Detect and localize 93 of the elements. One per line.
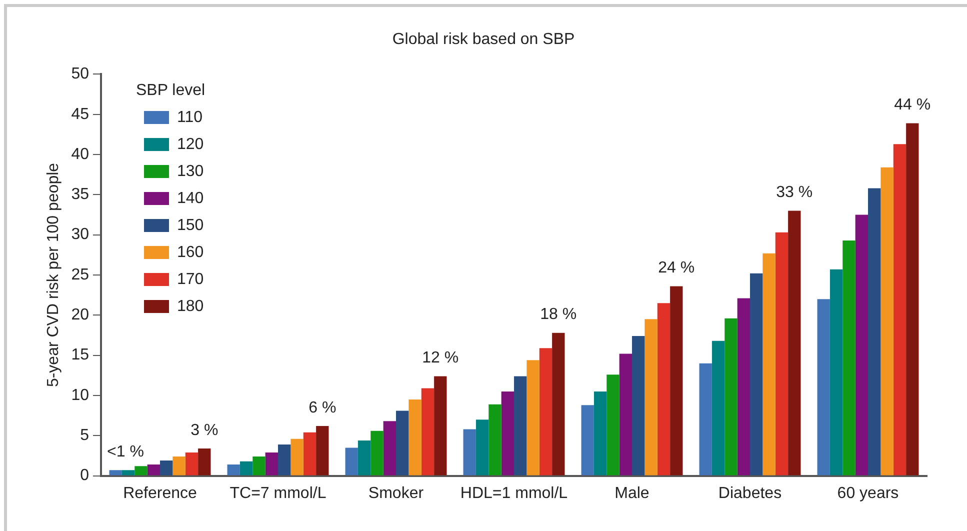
bar: [434, 376, 447, 476]
legend-label: 120: [176, 136, 204, 154]
bar: [160, 460, 173, 476]
bar: [855, 214, 868, 476]
y-tick-label: 40: [71, 146, 90, 163]
legend-title: SBP level: [136, 82, 206, 100]
legend-label: 160: [176, 244, 204, 262]
bar: [383, 421, 396, 476]
legend-label: 130: [176, 162, 204, 181]
bar: [880, 167, 894, 476]
bar: [906, 123, 919, 476]
bar: [868, 188, 881, 476]
bar: [775, 232, 788, 476]
bar: [290, 438, 304, 476]
bar: [488, 404, 502, 476]
bar: [476, 420, 489, 476]
bar: [463, 429, 476, 476]
y-tick-label: 20: [71, 306, 90, 324]
data-label: 33 %: [776, 184, 813, 202]
bar: [893, 144, 906, 476]
bar: [278, 444, 291, 476]
chart-title: Global risk based on SBP: [392, 31, 575, 48]
bar: [172, 456, 186, 476]
bar: [644, 319, 658, 476]
y-tick-label: 25: [71, 266, 90, 284]
bar: [198, 448, 211, 476]
bar: [408, 399, 422, 476]
legend-label: 150: [176, 216, 204, 235]
bar: [252, 456, 266, 476]
bar: [619, 354, 632, 476]
bar: [240, 461, 253, 476]
bar: [265, 452, 278, 476]
y-tick-label: 5: [80, 427, 90, 444]
data-label: 6 %: [308, 399, 336, 416]
bar: [712, 340, 725, 476]
bar: [699, 363, 712, 476]
bar: [670, 286, 683, 476]
bar: [842, 240, 856, 476]
y-tick-label: 15: [71, 346, 90, 364]
bar: [750, 273, 763, 476]
bar: [316, 426, 329, 476]
y-tick-label: 0: [80, 467, 90, 484]
bar: [514, 376, 527, 476]
x-tick-label: Male: [614, 484, 650, 502]
bar: [594, 391, 607, 476]
bar: [657, 303, 670, 476]
y-tick-label: 50: [71, 66, 90, 83]
bar: [539, 348, 552, 476]
bar: [358, 440, 371, 476]
data-label: 18 %: [540, 306, 577, 324]
bar: [788, 210, 801, 476]
bar: [396, 410, 409, 476]
x-tick-label: HDL=1 mmol/L: [460, 484, 568, 502]
bar: [134, 466, 148, 476]
bar: [147, 464, 160, 476]
bar: [830, 269, 843, 476]
x-tick-label: Diabetes: [718, 484, 782, 502]
bar: [817, 299, 830, 476]
bar: [581, 405, 594, 476]
bar: [345, 448, 358, 476]
bar: [724, 318, 738, 476]
bar: [370, 430, 384, 476]
x-tick-label: 60 years: [837, 484, 899, 502]
data-label: 44 %: [894, 96, 931, 114]
bar: [421, 388, 434, 476]
bar: [632, 336, 645, 476]
x-tick-label: Reference: [123, 484, 198, 502]
bar: [303, 432, 316, 476]
x-tick-label: TC=7 mmol/L: [230, 484, 326, 502]
bar: [501, 391, 514, 476]
legend-label: 180: [176, 298, 204, 316]
data-label: 12 %: [422, 350, 459, 367]
bar: [552, 332, 565, 476]
data-label: 3 %: [190, 422, 218, 439]
bar: [737, 298, 750, 476]
y-tick-label: 30: [71, 226, 90, 244]
x-tick-label: Smoker: [368, 484, 424, 502]
legend-label: 170: [176, 270, 204, 289]
y-tick-label: 45: [71, 106, 90, 123]
bar: [122, 470, 135, 476]
y-tick-label: 10: [71, 386, 90, 404]
legend-label: 110: [176, 108, 202, 127]
y-tick-label: 35: [71, 186, 90, 204]
bar: [762, 253, 776, 476]
bar: [606, 374, 620, 476]
bar: [109, 470, 122, 476]
data-label: <1 %: [106, 444, 144, 461]
data-label: 24 %: [658, 260, 695, 277]
bar: [526, 360, 540, 476]
bar: [185, 452, 198, 476]
legend-label: 140: [176, 190, 204, 208]
y-axis-title: 5-year CVD risk per 100 people: [45, 162, 62, 388]
bar: [227, 464, 240, 476]
